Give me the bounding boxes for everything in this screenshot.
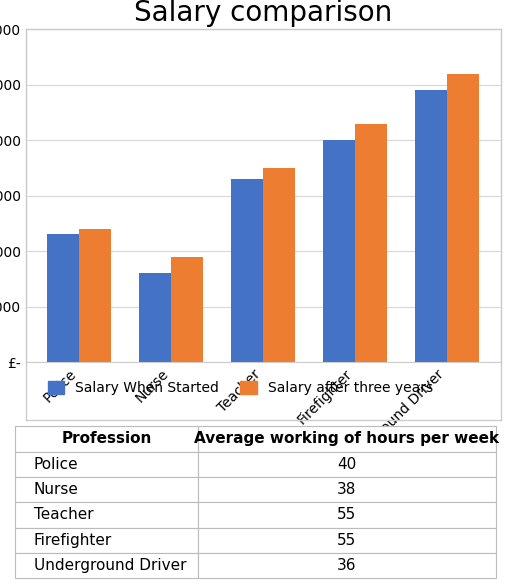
Bar bbox=[231, 179, 263, 362]
Bar bbox=[447, 74, 479, 362]
Bar bbox=[47, 235, 79, 362]
Title: Salary comparison: Salary comparison bbox=[134, 0, 392, 27]
Bar bbox=[323, 140, 355, 362]
Bar bbox=[139, 273, 171, 362]
Bar bbox=[79, 229, 111, 362]
Bar bbox=[415, 91, 447, 362]
Bar bbox=[355, 124, 387, 362]
Bar bbox=[263, 168, 295, 362]
Bar bbox=[171, 257, 203, 362]
Legend: Salary When Started, Salary after three years: Salary When Started, Salary after three … bbox=[42, 376, 438, 401]
